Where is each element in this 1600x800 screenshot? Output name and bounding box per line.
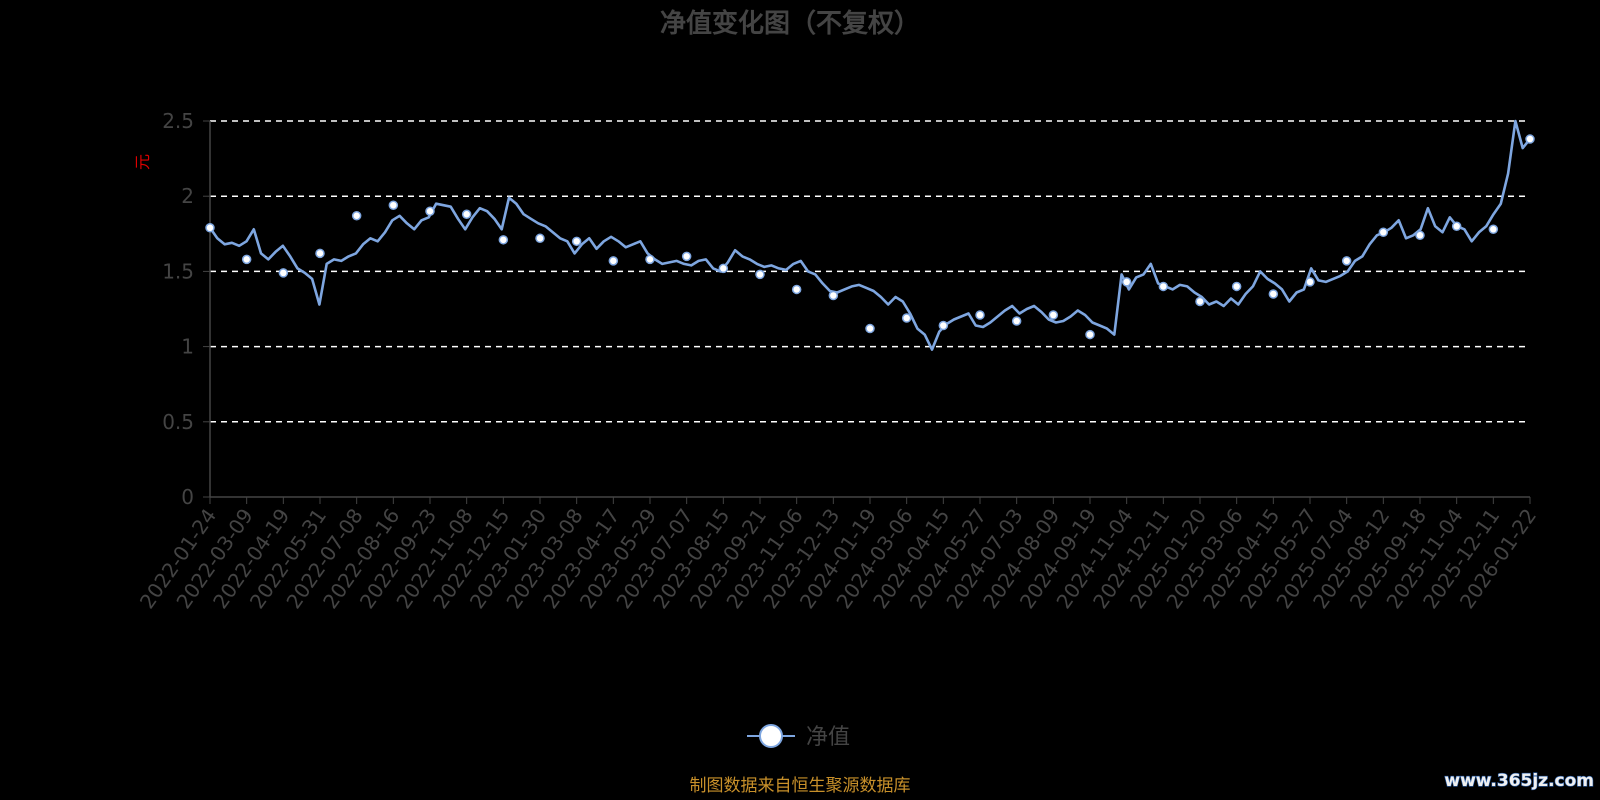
y-tick-label-0: 0 — [181, 485, 194, 509]
data-point-2023-04-17[interactable] — [608, 256, 619, 266]
data-point-2023-07-07[interactable] — [681, 251, 692, 262]
data-point-2023-11-06[interactable] — [791, 284, 802, 295]
chart-title: 净值变化图（不复权） — [660, 8, 920, 39]
data-point-2023-09-21[interactable] — [755, 269, 765, 280]
grid-lines — [210, 120, 1530, 423]
y-tick-label-2: 1 — [181, 335, 194, 359]
data-point-2023-08-15[interactable] — [718, 263, 729, 274]
data-point-2022-09-23[interactable] — [425, 206, 435, 216]
data-point-2024-04-15[interactable] — [938, 320, 949, 331]
legend[interactable]: 净值 — [747, 724, 850, 750]
data-point-2025-07-04[interactable] — [1341, 256, 1352, 266]
data-point-2022-08-16[interactable] — [388, 200, 399, 210]
data-point-2025-01-20[interactable] — [1195, 296, 1205, 307]
data-point-2023-03-08[interactable] — [571, 236, 582, 247]
data-point-2023-01-30[interactable] — [535, 233, 545, 244]
data-point-2025-03-06[interactable] — [1231, 281, 1242, 292]
legend-label: 净值 — [806, 725, 850, 750]
data-point-2022-01-24[interactable] — [205, 223, 215, 233]
data-point-2022-11-08[interactable] — [461, 209, 472, 219]
data-point-2022-04-19[interactable] — [278, 268, 289, 278]
data-point-2024-07-03[interactable] — [1011, 316, 1022, 326]
data-point-2025-12-11[interactable] — [1488, 224, 1499, 235]
data-point-2022-07-08[interactable] — [351, 211, 362, 221]
y-axis-unit-label: 元 — [133, 154, 152, 170]
data-point-2024-03-06[interactable] — [901, 313, 912, 323]
data-point-2025-05-27[interactable] — [1305, 277, 1315, 287]
data-point-2024-08-09[interactable] — [1048, 310, 1059, 320]
data-point-2022-03-09[interactable] — [241, 254, 252, 265]
axes — [203, 120, 1531, 504]
data-point-2024-09-19[interactable] — [1085, 329, 1095, 340]
data-point-2024-11-04[interactable] — [1121, 277, 1132, 287]
data-point-2023-12-13[interactable] — [828, 290, 839, 301]
data-point-2025-08-12[interactable] — [1378, 227, 1389, 238]
legend-marker-icon — [759, 724, 783, 748]
data-point-2025-04-15[interactable] — [1268, 289, 1279, 299]
x-axis-ticks: 2022-01-242022-03-092022-04-192022-05-31… — [135, 504, 1541, 613]
data-point-2023-05-29[interactable] — [645, 254, 655, 265]
data-point-2024-12-11[interactable] — [1158, 281, 1169, 292]
data-point-2025-09-18[interactable] — [1415, 230, 1425, 241]
data-point-2024-05-27[interactable] — [975, 310, 985, 320]
data-point-2025-11-04[interactable] — [1451, 221, 1462, 232]
data-point-2024-01-19[interactable] — [865, 323, 875, 334]
y-tick-label-1: 0.5 — [162, 410, 194, 434]
data-point-2022-05-31[interactable] — [315, 248, 325, 259]
data-point-markers — [205, 134, 1535, 340]
data-point-2026-01-22[interactable] — [1525, 134, 1535, 144]
data-source-note: 制图数据来自恒生聚源数据库 — [690, 776, 911, 796]
y-tick-label-5: 2.5 — [162, 109, 194, 133]
series-net-value — [208, 119, 1532, 351]
y-axis-ticks: 0 0.5 1 1.5 2 2.5 — [162, 109, 194, 509]
watermark: www.365jz.com — [1444, 771, 1594, 791]
series-line-0 — [208, 119, 1532, 351]
data-point-2022-12-15[interactable] — [498, 235, 509, 245]
y-tick-label-3: 1.5 — [162, 259, 194, 283]
y-tick-label-4: 2 — [181, 184, 194, 208]
